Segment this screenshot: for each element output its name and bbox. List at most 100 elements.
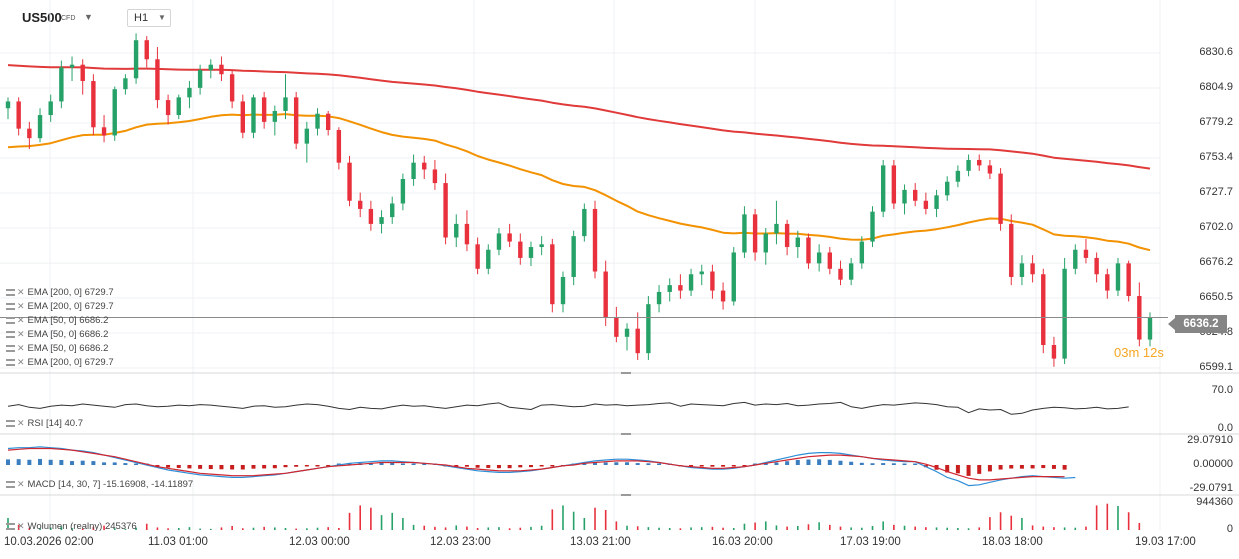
price-axis-tick: 6753.4: [1199, 151, 1233, 164]
menu-icon[interactable]: [6, 316, 15, 324]
volume-bar: [540, 525, 543, 530]
candle: [240, 94, 246, 139]
volume-bar: [252, 527, 255, 530]
legend-item-macd[interactable]: ✕ MACD [14, 30, 7] -15.16908, -14.11897: [6, 478, 193, 490]
macd-histogram-bar: [283, 465, 288, 468]
macd-histogram-bar: [635, 463, 640, 465]
candle-body: [379, 217, 384, 224]
macd-histogram-bar: [721, 465, 726, 467]
menu-icon[interactable]: [6, 419, 15, 427]
candle-body: [272, 110, 278, 122]
macd-histogram-bar: [70, 461, 75, 465]
volume-bar: [92, 526, 95, 530]
volume-bar: [519, 527, 522, 530]
macd-histogram-bar: [774, 462, 779, 465]
close-icon[interactable]: ✕: [17, 315, 25, 325]
close-icon[interactable]: ✕: [17, 301, 25, 311]
volume-bar: [359, 505, 362, 530]
candle: [1041, 268, 1046, 354]
close-icon[interactable]: ✕: [17, 521, 25, 531]
legend-item-volume[interactable]: ✕ Wolumen (realny) 245376: [6, 520, 137, 532]
symbol-dropdown-icon[interactable]: ▼: [84, 12, 93, 22]
close-icon[interactable]: ✕: [17, 329, 25, 339]
legend-item-ema200-c[interactable]: ✕ EMA [200, 0] 6729.7: [6, 356, 114, 368]
close-icon[interactable]: ✕: [17, 479, 25, 489]
pane-resize-handle: [621, 372, 631, 374]
candle-body: [603, 271, 608, 318]
candle: [1019, 255, 1025, 286]
volume-bar: [348, 512, 351, 530]
volume-bar: [17, 524, 20, 530]
volume-bar: [978, 527, 981, 530]
volume-bar: [444, 527, 447, 530]
timeframe-select[interactable]: H1 ▼: [127, 9, 171, 27]
candle: [1051, 336, 1057, 367]
legend-item-ema50-a[interactable]: ✕ EMA [50, 0] 6686.2: [6, 314, 108, 326]
menu-icon[interactable]: [6, 288, 15, 296]
candle: [806, 233, 811, 269]
macd-histogram-bar: [1041, 465, 1046, 469]
legend-item-ema50-c[interactable]: ✕ EMA [50, 0] 6686.2: [6, 342, 108, 354]
macd-axis-tick: 29.07910: [1187, 434, 1233, 446]
volume-bar: [882, 521, 884, 530]
candle: [358, 192, 363, 218]
volume-bar: [1031, 525, 1034, 530]
menu-icon[interactable]: [6, 302, 15, 310]
candle-body: [165, 100, 171, 116]
candle: [422, 155, 427, 179]
candle-body: [528, 247, 534, 258]
ema-50-line: [7, 113, 1151, 252]
legend-item-ema200-a[interactable]: ✕ EMA [200, 0] 6729.7: [6, 286, 114, 298]
menu-icon[interactable]: [6, 480, 15, 488]
close-icon[interactable]: ✕: [17, 418, 25, 428]
candle: [325, 110, 331, 136]
macd-histogram-bar: [464, 465, 469, 467]
candle-body: [422, 162, 427, 170]
candle-body: [592, 208, 598, 272]
volume-bar: [626, 525, 628, 530]
time-axis-tick: 10.03.2026 02:00: [4, 536, 94, 548]
volume-bar: [177, 527, 180, 530]
rsi-axis-tick: 0.0: [1217, 422, 1233, 434]
volume-bar: [370, 507, 372, 530]
macd-histogram-bar: [251, 465, 256, 469]
menu-icon[interactable]: [6, 344, 15, 352]
macd-histogram-bar: [710, 465, 715, 467]
macd-histogram-bar: [112, 462, 117, 465]
close-icon[interactable]: ✕: [17, 343, 25, 353]
macd-histogram-bar: [80, 460, 85, 465]
legend-item-ema200-b[interactable]: ✕ EMA [200, 0] 6729.7: [6, 300, 114, 312]
volume-bar: [1138, 522, 1141, 530]
volume-bar: [861, 527, 863, 530]
volume-bar: [380, 515, 383, 530]
menu-icon[interactable]: [6, 358, 15, 366]
candle-body: [880, 165, 886, 212]
symbol-label[interactable]: US500: [22, 10, 62, 25]
candle: [27, 121, 32, 150]
menu-icon[interactable]: [6, 330, 15, 338]
volume-bar: [604, 509, 607, 530]
close-icon[interactable]: ✕: [17, 287, 25, 297]
volume-bar: [732, 527, 735, 530]
menu-icon[interactable]: [6, 522, 15, 530]
legend-item-rsi[interactable]: ✕ RSI [14] 40.7: [6, 417, 83, 429]
macd-histogram-bar: [454, 465, 459, 467]
volume-bar: [829, 524, 831, 530]
candle: [688, 268, 694, 297]
candle-body: [774, 223, 779, 234]
volume-bar: [220, 527, 223, 530]
grid-lines: [0, 0, 1161, 530]
volume-bar: [1085, 526, 1087, 530]
candle-body: [358, 200, 363, 209]
rsi-path: [7, 401, 1129, 415]
macd-axis-tick: 0.00000: [1193, 458, 1233, 470]
volume-bar: [498, 527, 500, 530]
legend-item-ema50-b[interactable]: ✕ EMA [50, 0] 6686.2: [6, 328, 108, 340]
candle-body: [688, 274, 694, 291]
close-icon[interactable]: ✕: [17, 357, 25, 367]
candle-body: [742, 214, 747, 253]
candle: [443, 173, 448, 245]
macd-histogram-bar: [742, 465, 747, 467]
macd-histogram-bar: [731, 465, 736, 467]
